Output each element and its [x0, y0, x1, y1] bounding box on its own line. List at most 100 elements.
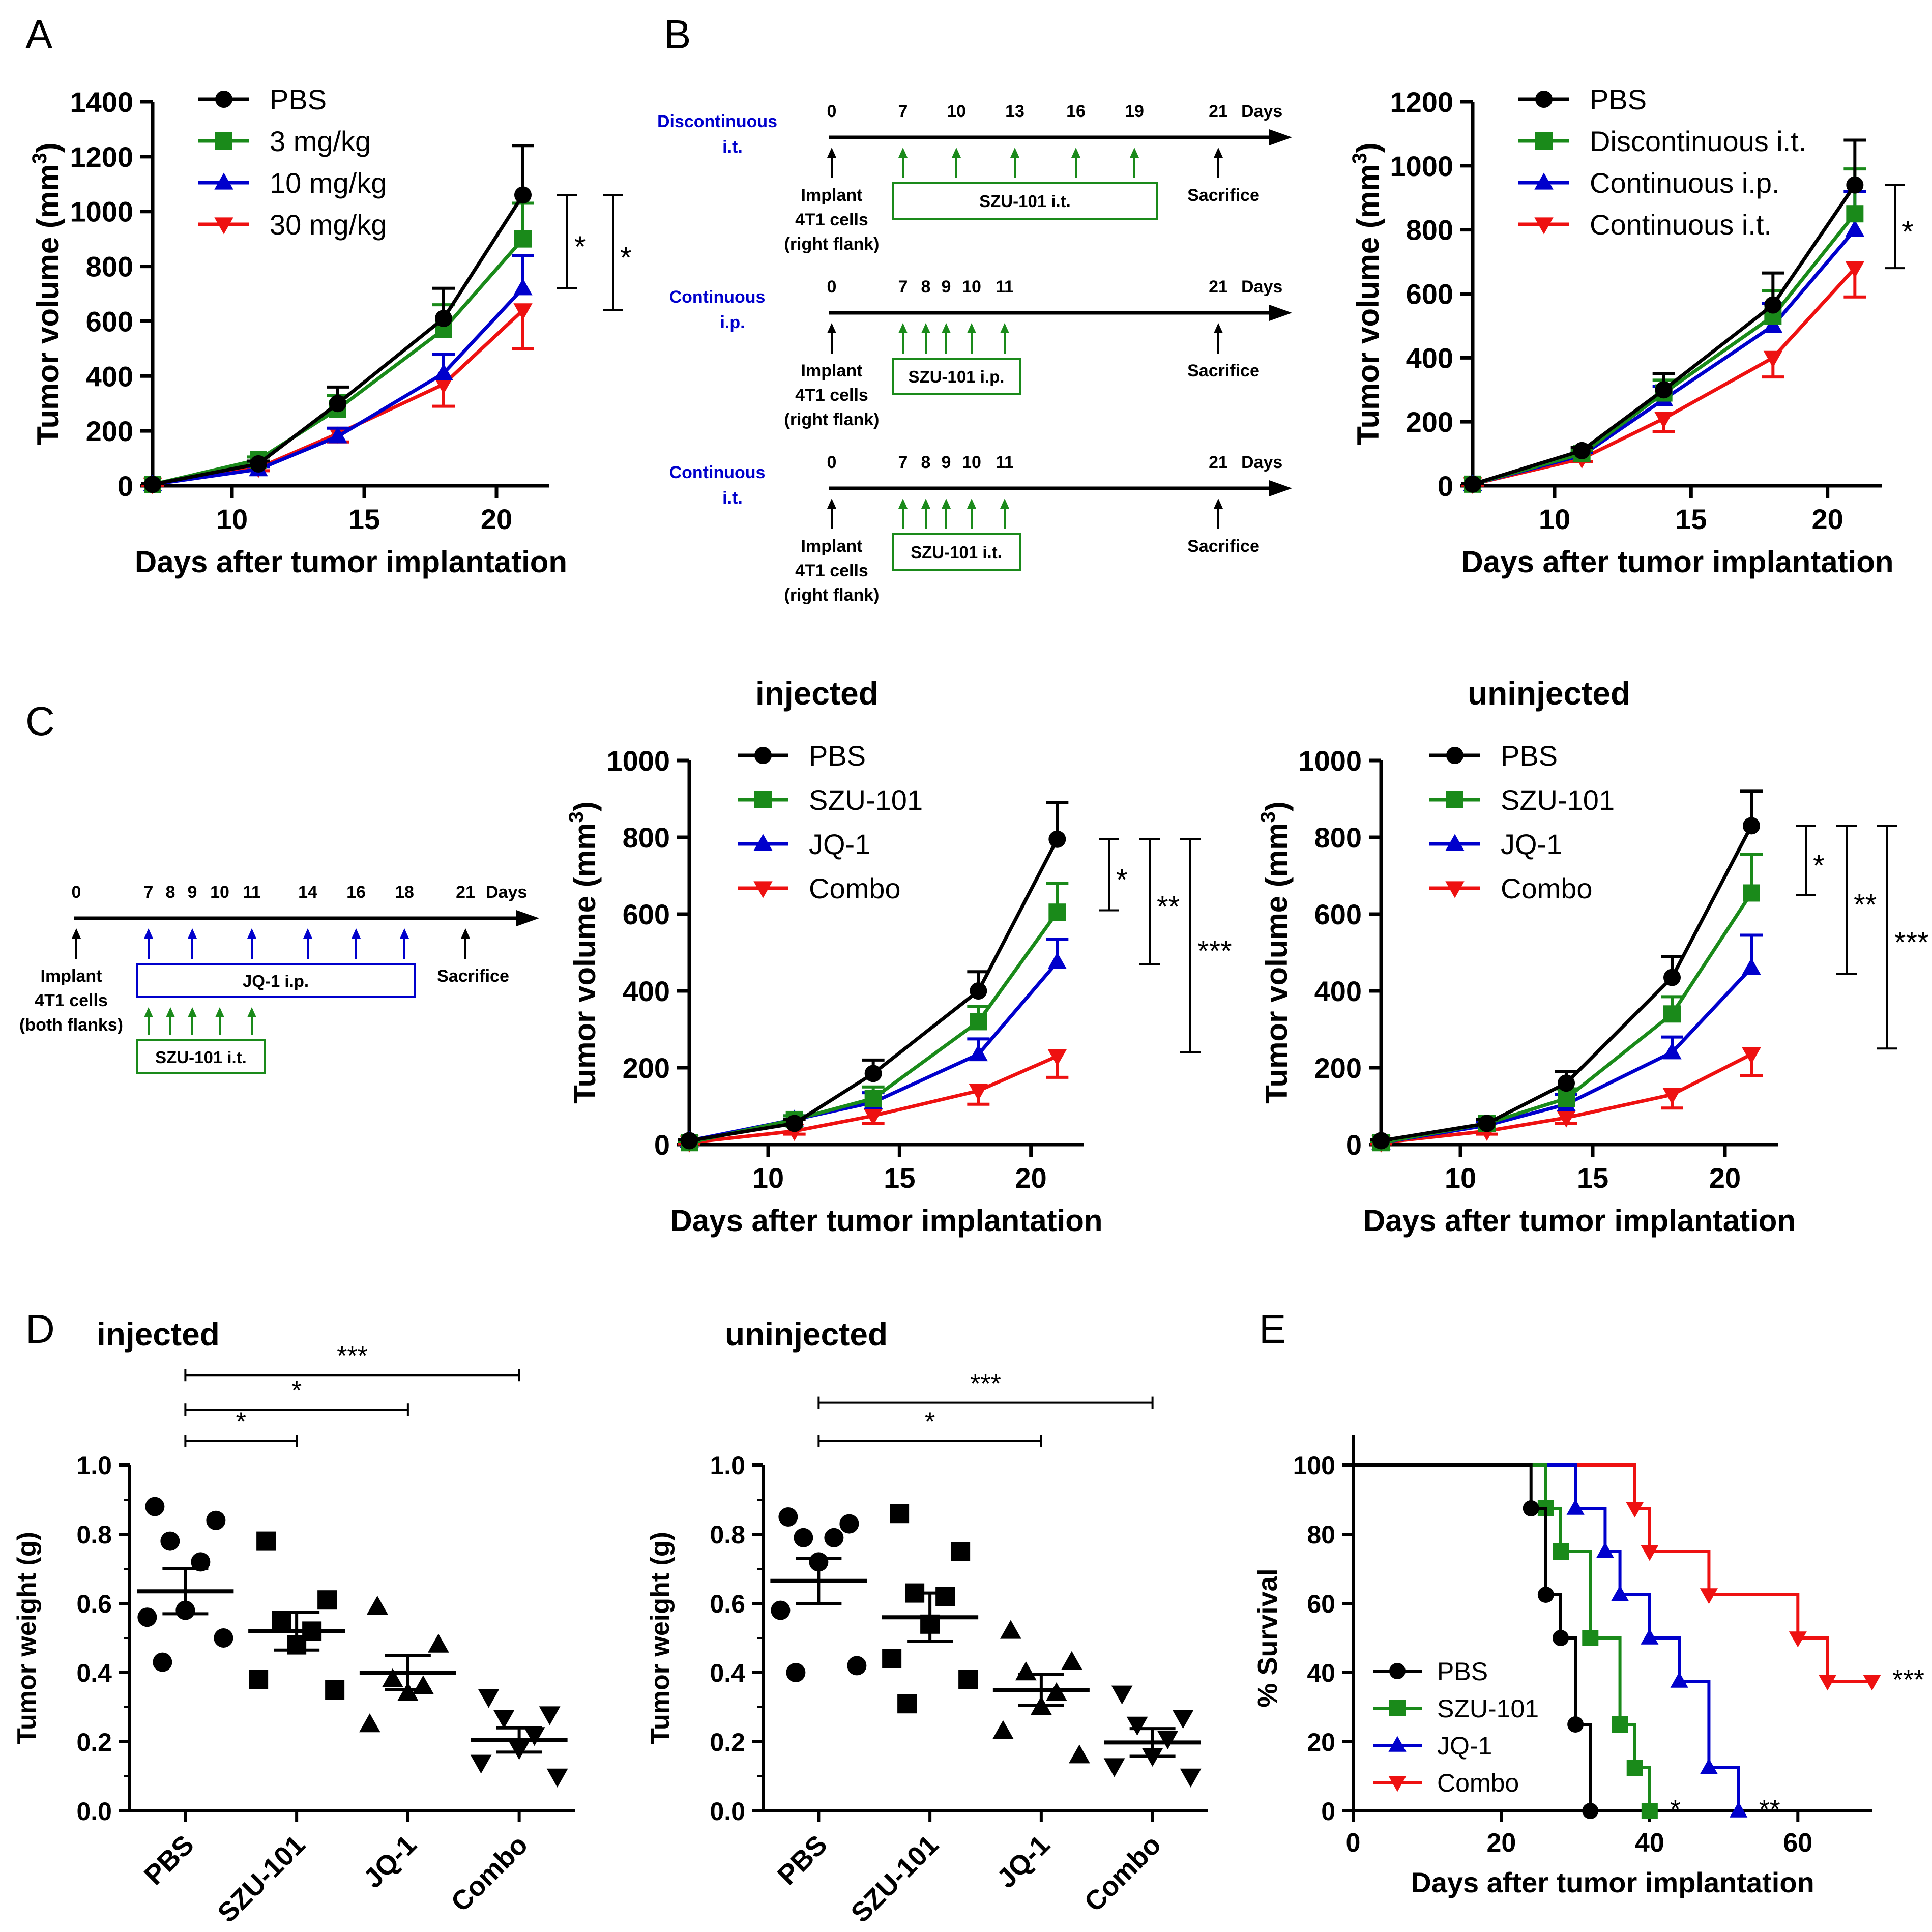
data-point [847, 1656, 867, 1676]
data-point [839, 1514, 859, 1534]
implant-label: Implant [801, 537, 863, 556]
timeline-axis-head [1269, 305, 1292, 321]
injection-arrow-head [921, 323, 930, 333]
data-point [1157, 1731, 1179, 1750]
treatment-box-label: SZU-101 i.p. [909, 367, 1005, 386]
injection-arrow-head [898, 148, 908, 158]
x-tick-label: 10 [216, 503, 248, 535]
implant-label: (both flanks) [19, 1015, 123, 1035]
data-point [785, 1115, 803, 1132]
timeline-day-label: 0 [72, 883, 81, 902]
sacrifice-arrow-head [1214, 323, 1223, 333]
timeline-day-label: 21 [456, 883, 475, 902]
y-tick-label: 1200 [1390, 86, 1453, 118]
censor-marker [1789, 1631, 1807, 1648]
data-point [1742, 958, 1761, 975]
jq1-injection-arrow-head [303, 928, 312, 939]
legend-marker [1389, 1700, 1406, 1716]
jq1-injection-arrow-head [400, 928, 409, 939]
y-tick-label: 0.4 [710, 1659, 745, 1687]
data-point [1047, 1049, 1067, 1066]
data-point [1464, 475, 1481, 493]
injection-arrow-head [1000, 323, 1009, 333]
censor-marker [1611, 1585, 1629, 1601]
jq1-box-label: JQ-1 i.p. [243, 972, 309, 990]
sig-label: *** [970, 1369, 1001, 1399]
legend-label: Combo [1437, 1769, 1519, 1797]
y-tick-label: 200 [86, 415, 133, 447]
data-point [863, 1108, 883, 1126]
szu-injection-arrow-head [188, 1007, 197, 1017]
x-tick-label: 60 [1783, 1828, 1812, 1858]
y-axis-label: Tumor volume (mm3) [1257, 801, 1294, 1104]
timeline-day-label: 11 [243, 883, 261, 902]
y-tick-label: 100 [1293, 1451, 1335, 1480]
y-tick-label: 0 [1346, 1129, 1362, 1161]
data-point [970, 982, 987, 1000]
data-point [382, 1668, 403, 1687]
y-tick-label: 200 [1314, 1052, 1362, 1084]
data-point [514, 186, 532, 204]
y-axis-label: Tumor volume (mm3) [28, 142, 65, 445]
legend-marker [1535, 91, 1553, 108]
x-tick-label: 15 [1577, 1162, 1608, 1194]
timeline-day-label: 16 [346, 883, 366, 902]
legend-marker [214, 172, 233, 190]
censor-marker [1567, 1716, 1584, 1733]
szu-injection-arrow-head [166, 1007, 175, 1017]
sig-label: * [620, 242, 632, 275]
legend-label: SZU-101 [1501, 784, 1615, 816]
x-axis-label: Days after tumor implantation [1461, 545, 1893, 579]
panel-b-chart: 0 200 400 600 800 1000 1200 10 15 20 Days after tu… [1349, 83, 1914, 579]
censor-marker [1596, 1542, 1615, 1558]
y-tick-label: 0.8 [76, 1520, 112, 1549]
chart-title: uninjected [1468, 675, 1630, 712]
legend-label: PBS [270, 83, 327, 115]
data-point [771, 1600, 791, 1620]
legend-label: Continuous i.p. [1590, 167, 1780, 199]
implant-label: (right flank) [784, 410, 880, 429]
data-point [1000, 1620, 1021, 1639]
data-point [1126, 1716, 1148, 1736]
data-point [1048, 903, 1066, 921]
injection-arrow-head [1071, 148, 1080, 158]
implant-label: Implant [801, 186, 863, 205]
data-point [1172, 1710, 1194, 1729]
y-tick-label: 0 [118, 470, 133, 502]
implant-label: Implant [41, 967, 102, 986]
x-tick-label: 15 [348, 503, 380, 535]
timeline-day-label: 11 [996, 453, 1014, 472]
sig-label: ** [1157, 890, 1180, 923]
injection-arrow-head [1010, 148, 1019, 158]
y-tick-label: 400 [86, 360, 133, 392]
data-point [1180, 1768, 1202, 1788]
data-point [1654, 412, 1674, 429]
data-point [1558, 1090, 1575, 1107]
timeline-day-label: 10 [962, 277, 981, 297]
y-tick-label: 600 [1314, 898, 1362, 930]
injection-arrow-head [898, 323, 908, 333]
data-point [1111, 1685, 1133, 1705]
timeline-day-label: 13 [1005, 102, 1024, 121]
censor-marker [1641, 1545, 1659, 1561]
legend-marker [1534, 172, 1554, 190]
data-point [1743, 884, 1760, 902]
timeline-day-label: 0 [827, 277, 837, 297]
data-point [1573, 442, 1591, 459]
treatment-box [892, 533, 1021, 571]
sig-label: * [1813, 849, 1825, 882]
censor-marker [1553, 1630, 1569, 1646]
panel-e-chart: 0 20 40 60 80 100 0 20 40 60 Days after tumor impl… [1252, 1435, 1924, 1898]
sacrifice-label: Sacrifice [1187, 537, 1260, 556]
data-point [523, 1727, 545, 1746]
data-point [969, 1084, 988, 1101]
chart-title: injected [97, 1316, 220, 1353]
data-point [1846, 205, 1864, 223]
censor-marker [1670, 1672, 1688, 1688]
sig-label: ** [1854, 889, 1877, 922]
censor-marker [1566, 1499, 1585, 1515]
data-point [329, 395, 346, 413]
legend-marker [1389, 1663, 1406, 1679]
y-axis-label: Tumor volume (mm3) [565, 801, 602, 1104]
y-tick-label: 200 [1406, 406, 1453, 438]
